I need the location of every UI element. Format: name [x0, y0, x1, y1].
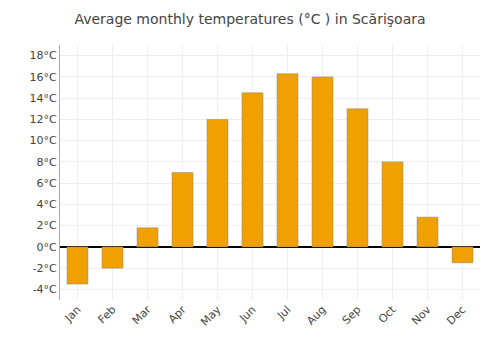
- svg-text:Jul: Jul: [274, 303, 293, 322]
- svg-text:Average monthly temperatures (: Average monthly temperatures (°C ) in Sc…: [74, 11, 425, 27]
- svg-text:Aug: Aug: [304, 303, 328, 327]
- svg-text:Mar: Mar: [130, 303, 154, 327]
- svg-text:14°C: 14°C: [30, 92, 57, 105]
- svg-text:-2°C: -2°C: [33, 262, 57, 275]
- svg-text:6°C: 6°C: [37, 177, 57, 190]
- svg-text:10°C: 10°C: [30, 134, 57, 147]
- svg-text:Jun: Jun: [236, 303, 258, 325]
- svg-text:-4°C: -4°C: [33, 283, 57, 296]
- svg-text:0°C: 0°C: [37, 241, 57, 254]
- svg-text:Oct: Oct: [376, 303, 399, 326]
- svg-text:May: May: [198, 303, 224, 329]
- svg-text:Jan: Jan: [62, 303, 84, 325]
- svg-text:12°C: 12°C: [30, 113, 57, 126]
- svg-text:Sep: Sep: [340, 303, 364, 327]
- svg-text:16°C: 16°C: [30, 71, 57, 84]
- svg-text:Feb: Feb: [96, 303, 119, 326]
- svg-text:Apr: Apr: [166, 303, 189, 326]
- svg-text:Dec: Dec: [444, 303, 468, 327]
- svg-text:4°C: 4°C: [37, 198, 57, 211]
- svg-text:2°C: 2°C: [37, 219, 57, 232]
- svg-text:8°C: 8°C: [37, 156, 57, 169]
- svg-text:18°C: 18°C: [30, 49, 57, 62]
- svg-text:Nov: Nov: [409, 303, 434, 328]
